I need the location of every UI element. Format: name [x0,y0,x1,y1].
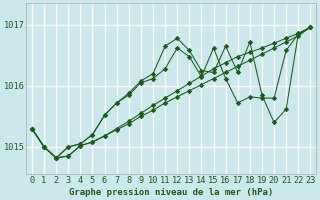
X-axis label: Graphe pression niveau de la mer (hPa): Graphe pression niveau de la mer (hPa) [69,188,273,197]
